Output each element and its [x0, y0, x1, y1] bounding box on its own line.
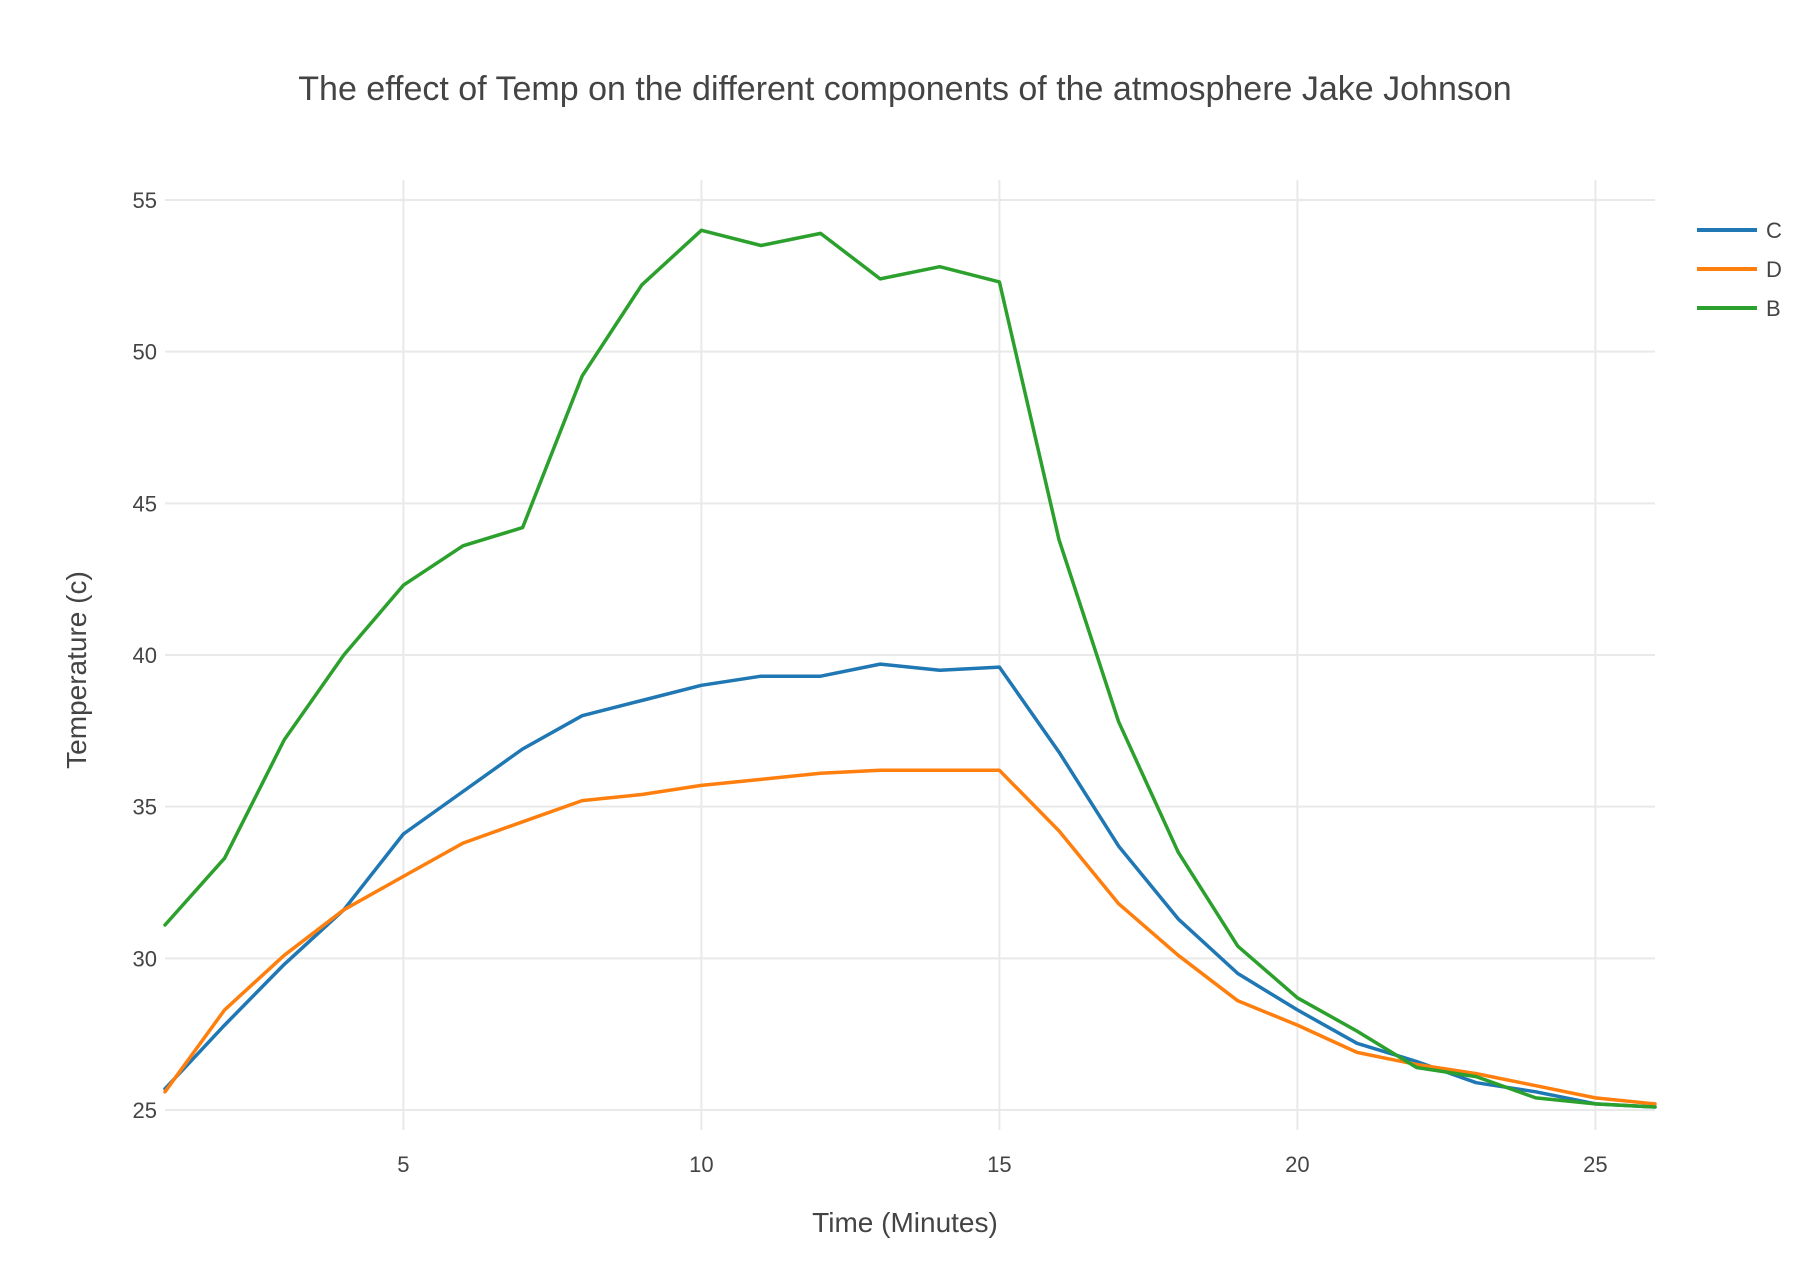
legend[interactable]: CDB	[1697, 218, 1782, 321]
series-line-d[interactable]	[163, 768, 1657, 1106]
legend-item-b[interactable]: B	[1697, 296, 1781, 321]
y-tick-label: 55	[133, 188, 157, 213]
chart-title: The effect of Temp on the different comp…	[298, 70, 1511, 108]
y-tick-label: 30	[133, 946, 157, 971]
y-tick-label: 50	[133, 340, 157, 365]
x-tick-label: 25	[1583, 1152, 1607, 1177]
tick-labels: 5 10 15 20 25 25 30 35 40 45 50 55	[133, 188, 1608, 1177]
legend-item-c[interactable]: C	[1697, 218, 1782, 243]
grid	[165, 180, 1655, 1130]
legend-label: C	[1766, 218, 1782, 243]
series-lines	[163, 228, 1657, 1109]
x-tick-label: 5	[397, 1152, 409, 1177]
series-line-b[interactable]	[163, 228, 1657, 1109]
x-tick-label: 10	[689, 1152, 713, 1177]
y-tick-label: 25	[133, 1098, 157, 1123]
y-axis-title: Temperature (c)	[61, 571, 92, 769]
x-tick-label: 15	[987, 1152, 1011, 1177]
x-axis-title: Time (Minutes)	[812, 1207, 998, 1238]
x-tick-label: 20	[1285, 1152, 1309, 1177]
legend-label: D	[1766, 257, 1782, 282]
legend-item-d[interactable]: D	[1697, 257, 1782, 282]
series-line-c[interactable]	[163, 662, 1657, 1109]
y-tick-label: 45	[133, 491, 157, 516]
y-tick-label: 35	[133, 795, 157, 820]
y-tick-label: 40	[133, 643, 157, 668]
legend-label: B	[1766, 296, 1781, 321]
